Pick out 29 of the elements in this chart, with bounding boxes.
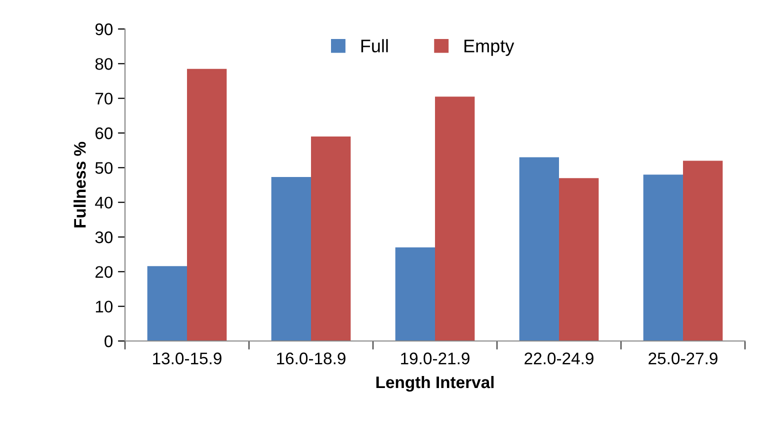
- y-tick-label: 30: [95, 231, 113, 244]
- y-tick-label: 50: [95, 162, 113, 174]
- y-axis-title: Fullness %: [74, 142, 86, 228]
- x-axis-title: Length Interval: [376, 376, 494, 392]
- bar: [559, 178, 599, 341]
- x-tick-label: 22.0-24.9: [524, 352, 594, 364]
- y-tick-label: 90: [95, 23, 113, 36]
- bar: [395, 247, 435, 341]
- x-tick-label: 13.0-15.9: [153, 352, 222, 364]
- y-tick-label: 70: [96, 92, 113, 105]
- y-tick-label: 80: [95, 58, 113, 70]
- y-tick-label: 60: [96, 127, 113, 140]
- bar: [435, 96, 475, 341]
- y-tick-label: 10: [96, 300, 113, 313]
- x-tick-label: 16.0-18.9: [277, 352, 346, 364]
- bar: [643, 174, 683, 341]
- y-tick-label: 0: [104, 335, 113, 348]
- bar: [519, 157, 559, 341]
- x-tick-label: 19.0-21.9: [401, 352, 470, 364]
- bar: [311, 136, 351, 341]
- bar: [683, 160, 723, 341]
- x-tick-label: 25.0-27.9: [648, 352, 718, 364]
- legend-label: Empty: [464, 40, 514, 56]
- legend-label: Full: [361, 39, 388, 52]
- bar: [271, 177, 311, 341]
- bar: [187, 68, 227, 341]
- bar: [147, 266, 187, 341]
- y-tick-label: 20: [95, 266, 113, 278]
- y-tick-label: 40: [95, 196, 113, 209]
